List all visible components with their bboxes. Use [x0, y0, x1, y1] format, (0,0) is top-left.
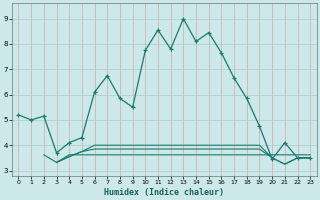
X-axis label: Humidex (Indice chaleur): Humidex (Indice chaleur): [104, 188, 224, 197]
